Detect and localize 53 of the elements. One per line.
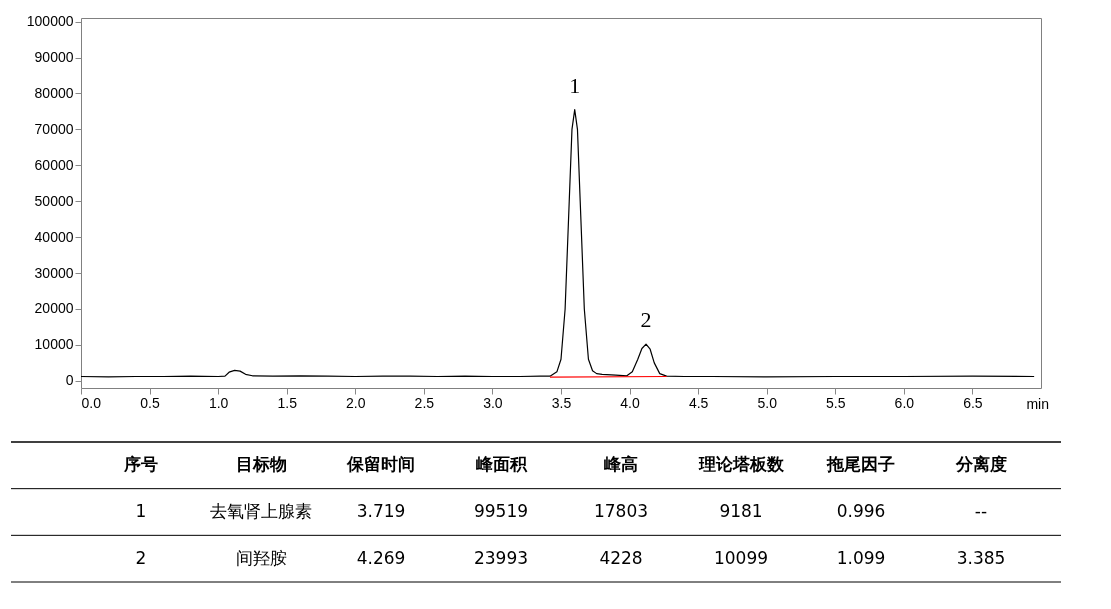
x-tick-label: 4.0 [620, 394, 641, 411]
text: 峰面积 [475, 454, 528, 475]
y-tick-label: 70000 [34, 120, 74, 137]
y-tick-label: 50000 [34, 192, 74, 209]
y-tick-label: 30000 [34, 264, 74, 281]
text: 保留时间 [346, 454, 415, 475]
x-tick-label: 6.5 [963, 394, 983, 411]
text: 9181 [719, 501, 763, 521]
text: -- [974, 501, 988, 521]
y-tick-label: 80000 [34, 84, 74, 101]
text: 23993 [473, 547, 529, 568]
y-tick-label: 20000 [34, 300, 74, 317]
y-tick-label: 60000 [34, 156, 74, 173]
y-tick-label: 40000 [34, 228, 74, 245]
text: 99519 [473, 501, 529, 521]
x-tick-label: 0.0 [81, 394, 102, 411]
text: 3.385 [956, 547, 1006, 568]
text: 4228 [599, 547, 643, 568]
x-tick-label: 5.0 [757, 394, 778, 411]
x-tick-label: 2.0 [346, 394, 366, 411]
text: 4.269 [356, 547, 406, 568]
x-tick-label: 3.0 [483, 394, 503, 411]
text: 17803 [593, 501, 649, 521]
text: 1 [135, 501, 147, 521]
y-tick-label: 100000 [26, 13, 74, 30]
x-axis-title: min [1026, 396, 1049, 412]
x-tick-label: 0.5 [140, 394, 161, 411]
annotation: 2 [640, 307, 652, 333]
text: 序号 [123, 454, 158, 475]
text: 1.099 [836, 547, 886, 568]
text: 10099 [713, 547, 769, 568]
annotation: 1 [569, 72, 581, 98]
y-tick-label: 90000 [34, 49, 74, 66]
y-tick-label: 10000 [34, 336, 74, 353]
x-tick-label: 4.5 [688, 394, 709, 411]
text: 拖尾因子 [826, 454, 895, 475]
text: 间羟胺 [235, 547, 287, 568]
text: 目标物 [235, 454, 287, 475]
y-tick-label: 0 [65, 372, 74, 389]
text: 理论塔板数 [697, 454, 785, 475]
line-series [80, 109, 1035, 378]
x-tick-label: 3.5 [551, 394, 572, 411]
x-tick-label: 1.0 [208, 394, 229, 411]
text: 2 [135, 547, 147, 568]
text: 0.996 [836, 501, 886, 521]
text: 峰高 [604, 454, 638, 475]
x-tick-label: 5.5 [826, 394, 846, 411]
text: 3.719 [356, 501, 406, 521]
x-tick-label: 6.0 [894, 394, 915, 411]
x-tick-label: 2.5 [414, 394, 435, 411]
x-tick-label: 1.5 [277, 394, 298, 411]
text: 分离度 [954, 454, 1007, 475]
text: 去氧肾上腺素 [210, 501, 312, 521]
